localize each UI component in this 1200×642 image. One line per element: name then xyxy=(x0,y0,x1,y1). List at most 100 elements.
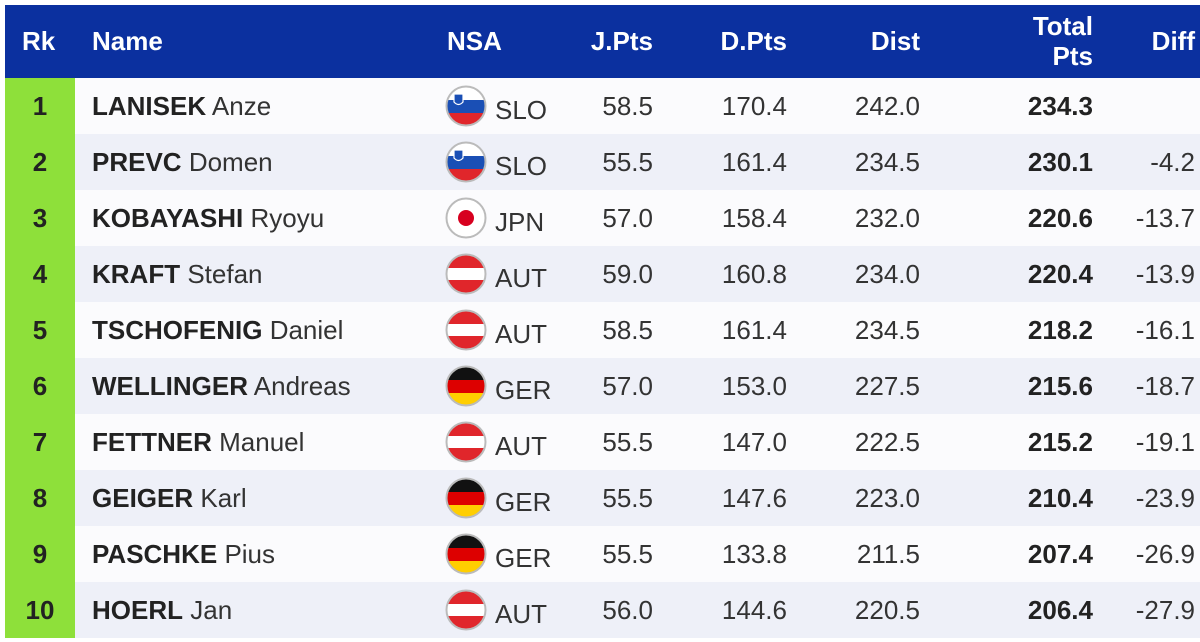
table-header: Rk Name NSA J.Pts D.Pts Dist Total Pts D… xyxy=(5,5,1200,78)
diff-cell: -26.9 xyxy=(1135,539,1195,569)
last-name: PASCHKE xyxy=(92,539,218,569)
nsa-cell: SLO xyxy=(495,151,548,181)
dpts-cell: 153.0 xyxy=(721,371,787,401)
total-cell: 215.2 xyxy=(1027,427,1093,457)
flag-icon xyxy=(445,253,487,295)
rank-cell: 10 xyxy=(5,582,75,638)
nsa-cell: GER xyxy=(495,375,552,405)
table-row: 5 TSCHOFENIG Daniel AUT 58.5 161.4 234.5 218.2… xyxy=(5,302,1200,358)
rank-cell: 7 xyxy=(5,414,75,470)
last-name: PREVC xyxy=(92,147,182,177)
last-name: WELLINGER xyxy=(92,371,248,401)
flag-icon xyxy=(445,309,487,351)
flag-icon xyxy=(445,85,487,127)
first-name: Anze xyxy=(211,91,272,121)
table-row: 9 PASCHKE Pius GER 55.5 133.8 211.5 207.4 -26.9 xyxy=(5,526,1200,582)
name-cell: TSCHOFENIG Daniel xyxy=(92,302,343,358)
total-cell: 220.6 xyxy=(1027,203,1093,233)
table-row: 10 HOERL Jan AUT 56.0 144.6 220.5 206.4 -27.9 xyxy=(5,582,1200,638)
dpts-cell: 161.4 xyxy=(721,147,787,177)
first-name: Stefan xyxy=(187,259,263,289)
dpts-cell: 170.4 xyxy=(721,91,787,121)
name-cell: PREVC Domen xyxy=(92,134,273,190)
rank-cell: 2 xyxy=(5,134,75,190)
diff-cell: -13.9 xyxy=(1135,259,1195,289)
jpts-cell: 59.0 xyxy=(602,259,653,289)
first-name: Domen xyxy=(188,147,273,177)
name-cell: LANISEK Anze xyxy=(92,78,271,134)
flag-icon xyxy=(445,533,487,575)
name-cell: KRAFT Stefan xyxy=(92,246,263,302)
last-name: GEIGER xyxy=(92,483,194,513)
last-name: HOERL xyxy=(92,595,183,625)
header-cell: Total Pts xyxy=(1032,11,1093,71)
table-row: 1 LANISEK Anze SLO 58.5 170.4 242.0 234.3 xyxy=(5,78,1200,134)
nsa-cell: JPN xyxy=(495,207,545,237)
last-name: TSCHOFENIG xyxy=(92,315,263,345)
nsa-cell: AUT xyxy=(495,263,547,293)
first-name: Karl xyxy=(200,483,247,513)
nsa-cell: GER xyxy=(495,543,552,573)
name-cell: WELLINGER Andreas xyxy=(92,358,351,414)
total-cell: 210.4 xyxy=(1027,483,1093,513)
jpts-cell: 55.5 xyxy=(602,539,653,569)
jpts-cell: 56.0 xyxy=(602,595,653,625)
table-row: 4 KRAFT Stefan AUT 59.0 160.8 234.0 220.4 -13.9 xyxy=(5,246,1200,302)
flag-icon xyxy=(445,421,487,463)
flag-icon xyxy=(445,197,487,239)
first-name: Daniel xyxy=(269,315,344,345)
last-name: KOBAYASHI xyxy=(92,203,244,233)
jpts-cell: 55.5 xyxy=(602,427,653,457)
dpts-cell: 160.8 xyxy=(721,259,787,289)
table-row: 2 PREVC Domen SLO 55.5 161.4 234.5 230.1 -4.2 xyxy=(5,134,1200,190)
rank-cell: 6 xyxy=(5,358,75,414)
dist-cell: 234.5 xyxy=(854,315,920,345)
first-name: Jan xyxy=(190,595,233,625)
jpts-cell: 58.5 xyxy=(602,91,653,121)
header-cell: Diff xyxy=(1151,26,1195,56)
header-cell: J.Pts xyxy=(590,26,653,56)
diff-cell: -27.9 xyxy=(1135,595,1195,625)
first-name: Manuel xyxy=(219,427,305,457)
dpts-cell: 161.4 xyxy=(721,315,787,345)
header-cell: D.Pts xyxy=(720,26,787,56)
flag-icon xyxy=(445,589,487,631)
rank-cell: 3 xyxy=(5,190,75,246)
jpts-cell: 55.5 xyxy=(602,483,653,513)
jpts-cell: 55.5 xyxy=(602,147,653,177)
header-cell: Name xyxy=(92,26,163,56)
nsa-cell: SLO xyxy=(495,95,548,125)
name-cell: FETTNER Manuel xyxy=(92,414,304,470)
rank-cell: 5 xyxy=(5,302,75,358)
jpts-cell: 58.5 xyxy=(602,315,653,345)
total-cell: 206.4 xyxy=(1027,595,1093,625)
table-row: 7 FETTNER Manuel AUT 55.5 147.0 222.5 215.2 -19… xyxy=(5,414,1200,470)
dist-cell: 220.5 xyxy=(854,595,920,625)
diff-cell: -16.1 xyxy=(1135,315,1195,345)
dist-cell: 242.0 xyxy=(854,91,920,121)
flag-icon xyxy=(445,477,487,519)
last-name: LANISEK xyxy=(92,91,207,121)
first-name: Andreas xyxy=(253,371,351,401)
diff-cell: -19.1 xyxy=(1135,427,1195,457)
last-name: FETTNER xyxy=(92,427,212,457)
rank-cell: 8 xyxy=(5,470,75,526)
total-cell: 230.1 xyxy=(1027,147,1093,177)
first-name: Ryoyu xyxy=(250,203,325,233)
table-row: 8 GEIGER Karl GER 55.5 147.6 223.0 210.4 -23.9 xyxy=(5,470,1200,526)
diff-cell: -23.9 xyxy=(1135,483,1195,513)
dist-cell: 227.5 xyxy=(854,371,920,401)
flag-icon xyxy=(445,365,487,407)
dist-cell: 223.0 xyxy=(854,483,920,513)
table-row: 6 WELLINGER Andreas GER 57.0 153.0 227.5 215.6… xyxy=(5,358,1200,414)
name-cell: KOBAYASHI Ryoyu xyxy=(92,190,324,246)
nsa-cell: AUT xyxy=(495,319,547,349)
jpts-cell: 57.0 xyxy=(602,203,653,233)
name-cell: GEIGER Karl xyxy=(92,470,247,526)
total-cell: 215.6 xyxy=(1027,371,1093,401)
dist-cell: 234.5 xyxy=(854,147,920,177)
dpts-cell: 147.0 xyxy=(721,427,787,457)
rank-cell: 9 xyxy=(5,526,75,582)
total-cell: 220.4 xyxy=(1027,259,1093,289)
diff-cell: -4.2 xyxy=(1150,147,1195,177)
